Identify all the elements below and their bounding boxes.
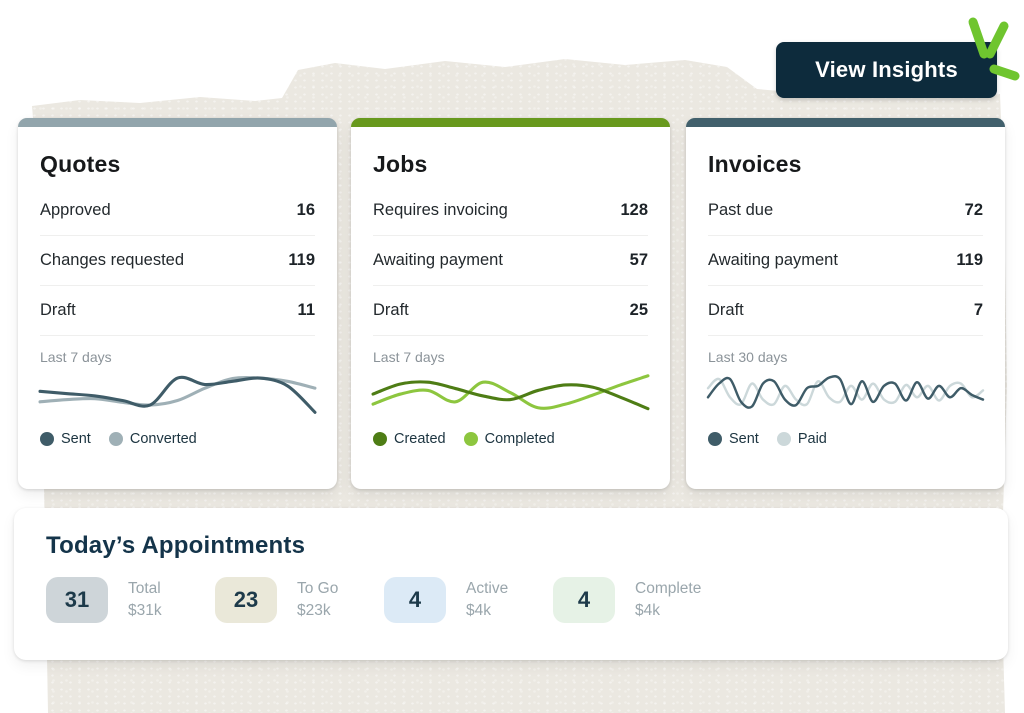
stat-label: Complete xyxy=(635,580,702,598)
jobs-sparkline-chart xyxy=(371,374,650,411)
invoices-card: Invoices Past due 72 Awaiting payment 11… xyxy=(686,118,1005,489)
row-label: Awaiting payment xyxy=(708,251,838,269)
view-insights-button[interactable]: View Insights xyxy=(776,42,997,98)
quotes-card-title: Quotes xyxy=(40,151,121,177)
paid-dot-icon xyxy=(776,432,791,446)
quotes-row-approved[interactable]: Approved 16 xyxy=(40,186,315,236)
sent-dot-icon xyxy=(708,432,722,446)
active-label: Active $4k xyxy=(466,578,508,621)
to-go-count-badge: 23 xyxy=(215,577,277,623)
row-value: 119 xyxy=(288,251,315,269)
row-value: 119 xyxy=(956,251,983,269)
jobs-period-label: Last 7 days xyxy=(373,349,445,365)
row-value: 72 xyxy=(964,201,983,219)
stat-amount: $4k xyxy=(635,602,660,619)
jobs-card: Jobs Requires invoicing 128 Awaiting pay… xyxy=(351,118,670,489)
invoices-row-past-due[interactable]: Past due 72 xyxy=(708,186,983,236)
legend-label: Completed xyxy=(484,431,555,447)
total-count-badge: 31 xyxy=(46,577,108,623)
todays-appointments-card: Today’s Appointments 31 Total $31k 23 To… xyxy=(14,508,1008,660)
total-label: Total $31k xyxy=(128,578,162,621)
row-value: 11 xyxy=(297,301,315,319)
quotes-period-label: Last 7 days xyxy=(40,349,112,365)
invoices-row-draft[interactable]: Draft 7 xyxy=(708,286,983,336)
row-value: 25 xyxy=(629,301,648,319)
row-label: Changes requested xyxy=(40,251,185,269)
row-value: 57 xyxy=(629,251,648,269)
jobs-row-requires-invoicing[interactable]: Requires invoicing 128 xyxy=(373,186,648,236)
quotes-sparkline-chart xyxy=(38,375,317,414)
quotes-row-changes-requested[interactable]: Changes requested 119 xyxy=(40,236,315,286)
row-label: Awaiting payment xyxy=(373,251,503,269)
invoices-row-awaiting-payment[interactable]: Awaiting payment 119 xyxy=(708,236,983,286)
legend-item-sent: Sent xyxy=(40,431,91,447)
appointments-stats-row: 31 Total $31k 23 To Go $23k 4 Active $4k… xyxy=(46,577,1008,623)
stat-to-go: 23 To Go $23k xyxy=(215,577,384,623)
quotes-legend: Sent Converted xyxy=(40,431,315,447)
jobs-row-awaiting-payment[interactable]: Awaiting payment 57 xyxy=(373,236,648,286)
invoices-card-title: Invoices xyxy=(708,151,802,177)
legend-label: Converted xyxy=(129,431,197,447)
legend-item-converted: Converted xyxy=(108,431,197,447)
row-label: Past due xyxy=(708,201,774,219)
row-value: 7 xyxy=(973,301,983,319)
quotes-card: Quotes Approved 16 Changes requested 119… xyxy=(18,118,337,489)
stat-amount: $23k xyxy=(297,602,331,619)
stat-active: 4 Active $4k xyxy=(384,577,553,623)
legend-item-created: Created xyxy=(373,431,446,447)
legend-item-paid: Paid xyxy=(776,431,827,447)
row-label: Requires invoicing xyxy=(373,201,508,219)
legend-label: Sent xyxy=(61,431,91,447)
stat-label: Active xyxy=(466,580,509,598)
stat-label: Total xyxy=(128,580,161,598)
invoices-sparkline-chart xyxy=(706,374,985,409)
quotes-accent-bar xyxy=(18,118,337,127)
legend-item-completed: Completed xyxy=(463,431,555,447)
converted-dot-icon xyxy=(108,432,123,446)
stat-amount: $31k xyxy=(128,602,162,619)
stat-amount: $4k xyxy=(466,602,491,619)
complete-count-badge: 4 xyxy=(553,577,615,623)
jobs-accent-bar xyxy=(351,118,670,127)
legend-label: Sent xyxy=(729,431,759,447)
legend-label: Created xyxy=(394,431,446,447)
jobs-card-title: Jobs xyxy=(373,151,428,177)
row-value: 16 xyxy=(296,201,315,219)
legend-label: Paid xyxy=(797,431,827,447)
jobs-row-draft[interactable]: Draft 25 xyxy=(373,286,648,336)
row-value: 128 xyxy=(620,201,648,219)
completed-dot-icon xyxy=(463,432,478,446)
created-dot-icon xyxy=(373,432,387,446)
row-label: Draft xyxy=(40,301,76,319)
invoices-legend: Sent Paid xyxy=(708,431,983,447)
quotes-row-draft[interactable]: Draft 11 xyxy=(40,286,315,336)
to-go-label: To Go $23k xyxy=(297,578,338,621)
row-label: Approved xyxy=(40,201,111,219)
complete-label: Complete $4k xyxy=(635,578,701,621)
stat-label: To Go xyxy=(297,580,339,598)
jobs-legend: Created Completed xyxy=(373,431,648,447)
stat-total: 31 Total $31k xyxy=(46,577,215,623)
invoices-accent-bar xyxy=(686,118,1005,127)
appointments-title: Today’s Appointments xyxy=(46,532,306,559)
row-label: Draft xyxy=(373,301,409,319)
sent-dot-icon xyxy=(40,432,54,446)
active-count-badge: 4 xyxy=(384,577,446,623)
legend-item-sent: Sent xyxy=(708,431,759,447)
row-label: Draft xyxy=(708,301,744,319)
invoices-period-label: Last 30 days xyxy=(708,349,788,365)
stat-complete: 4 Complete $4k xyxy=(553,577,722,623)
